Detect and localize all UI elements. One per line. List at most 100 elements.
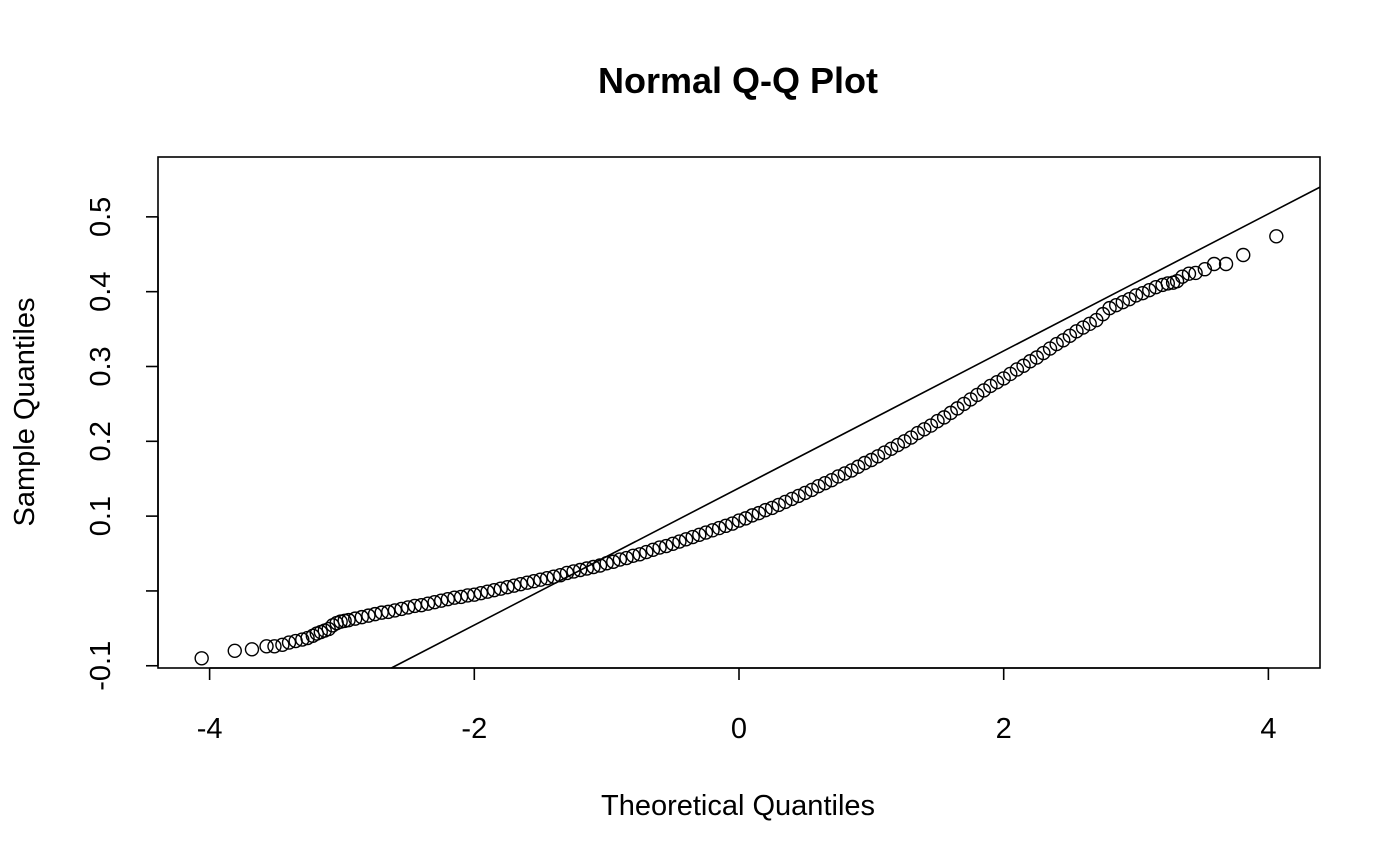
data-point xyxy=(652,540,667,555)
data-point xyxy=(347,611,363,626)
data-point xyxy=(659,538,674,554)
y-tick-label: 0.2 xyxy=(85,421,117,461)
data-point xyxy=(632,547,647,562)
data-point xyxy=(579,561,595,576)
data-point xyxy=(533,572,548,587)
data-point xyxy=(586,559,601,575)
data-point xyxy=(354,609,370,625)
data-point xyxy=(414,597,429,613)
data-point xyxy=(473,585,489,601)
data-point xyxy=(705,523,720,538)
y-tick-label: -0.1 xyxy=(85,641,117,691)
x-tick-label: 0 xyxy=(731,713,747,745)
data-point xyxy=(467,587,482,602)
data-point xyxy=(387,603,403,618)
data-point xyxy=(361,608,376,623)
data-point xyxy=(791,488,806,504)
data-point xyxy=(1108,297,1124,313)
points-layer xyxy=(194,229,1284,666)
data-point xyxy=(553,568,568,583)
data-point xyxy=(1115,294,1131,310)
data-point xyxy=(539,571,555,586)
data-point xyxy=(1236,247,1251,263)
data-point xyxy=(381,604,396,620)
x-tick-label: 2 xyxy=(996,713,1012,745)
data-point xyxy=(625,548,641,563)
data-point xyxy=(281,635,297,650)
data-point xyxy=(645,542,661,557)
data-point xyxy=(1128,288,1144,303)
data-point xyxy=(275,637,290,653)
data-point xyxy=(619,550,634,566)
data-point xyxy=(731,513,747,528)
data-point xyxy=(427,594,442,610)
data-point xyxy=(1188,265,1203,281)
data-point xyxy=(1135,285,1150,301)
data-point xyxy=(493,581,508,596)
y-axis: -0.1 0.1 0.2 0.3 0.4 0.5 xyxy=(85,197,159,691)
data-point xyxy=(259,639,274,654)
data-point xyxy=(599,556,614,571)
data-point xyxy=(745,508,760,523)
data-point xyxy=(295,632,310,647)
data-point xyxy=(692,527,707,543)
y-tick-label: 0.4 xyxy=(85,272,117,312)
x-axis-label: Theoretical Quantiles xyxy=(601,790,875,822)
x-axis: -4 -2 0 2 4 xyxy=(197,667,1276,745)
data-point xyxy=(1206,256,1222,272)
data-point xyxy=(546,569,561,584)
data-point xyxy=(592,558,608,573)
data-point xyxy=(678,532,694,547)
data-point xyxy=(1175,269,1190,284)
data-point xyxy=(725,516,740,531)
data-point xyxy=(1181,266,1197,281)
data-point xyxy=(751,505,767,521)
data-point xyxy=(1102,300,1117,316)
y-tick-label: 0.3 xyxy=(85,346,117,386)
data-point xyxy=(1160,276,1176,291)
data-point xyxy=(1169,273,1185,289)
data-point xyxy=(711,520,727,536)
data-point xyxy=(764,500,780,516)
data-point xyxy=(194,651,209,666)
x-tick-label: -2 xyxy=(461,713,487,745)
x-tick-label: -4 xyxy=(197,713,223,745)
data-point xyxy=(811,478,826,494)
data-point xyxy=(738,511,753,526)
data-point xyxy=(778,494,793,510)
data-point xyxy=(394,601,409,617)
data-point xyxy=(341,612,356,628)
data-point xyxy=(718,518,733,534)
data-point xyxy=(685,529,700,545)
x-tick-label: 4 xyxy=(1260,713,1276,745)
data-point xyxy=(698,525,714,540)
chart-title: Normal Q-Q Plot xyxy=(598,60,878,101)
data-point xyxy=(506,578,522,593)
data-point xyxy=(665,536,681,552)
data-point xyxy=(486,582,502,598)
data-point xyxy=(784,491,800,507)
data-point xyxy=(771,497,786,513)
data-point xyxy=(420,596,436,611)
qq-reference-line xyxy=(391,186,1321,669)
data-point xyxy=(1142,282,1157,298)
y-tick-label: 0.5 xyxy=(85,197,117,237)
data-point xyxy=(559,565,575,581)
data-point xyxy=(244,642,260,657)
data-point xyxy=(434,593,449,608)
data-point xyxy=(1269,229,1284,244)
data-point xyxy=(1218,256,1234,272)
data-point xyxy=(639,544,654,560)
data-point xyxy=(513,577,528,592)
data-point xyxy=(572,562,588,578)
data-point xyxy=(267,639,282,654)
data-point xyxy=(227,643,242,658)
data-point xyxy=(857,455,872,471)
data-point xyxy=(817,476,833,491)
y-tick-label: 0.1 xyxy=(85,496,117,536)
data-point xyxy=(500,579,515,595)
y-axis-label: Sample Quantiles xyxy=(9,298,41,527)
data-point xyxy=(1155,277,1170,293)
data-point xyxy=(566,564,581,579)
data-point xyxy=(831,469,846,484)
